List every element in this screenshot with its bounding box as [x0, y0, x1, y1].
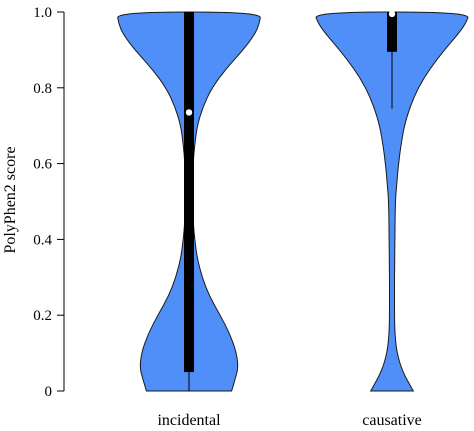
y-tick-label: 0.2	[33, 308, 52, 324]
y-tick-label: 0.4	[33, 232, 52, 248]
violin-median-point	[185, 109, 193, 116]
y-tick-label: 0.6	[33, 157, 52, 173]
violin-iqr-box	[184, 12, 194, 373]
x-label-incidental: incidental	[157, 412, 221, 429]
violin-median-point	[388, 10, 396, 18]
violin-iqr-box	[387, 12, 397, 52]
violins	[117, 10, 469, 392]
x-axis-labels: incidental causative	[157, 412, 421, 429]
violin-causative	[315, 10, 469, 392]
x-label-causative: causative	[362, 412, 422, 429]
y-axis-title: PolyPhen2 score	[2, 146, 19, 253]
y-axis: 0 0.2 0.4 0.6 0.8 1.0	[33, 5, 65, 400]
y-tick-label: 0.8	[33, 81, 52, 97]
violin-body	[315, 11, 469, 392]
violin-incidental	[117, 11, 261, 392]
y-tick-label: 0	[45, 384, 53, 400]
y-tick-label: 1.0	[33, 5, 52, 21]
